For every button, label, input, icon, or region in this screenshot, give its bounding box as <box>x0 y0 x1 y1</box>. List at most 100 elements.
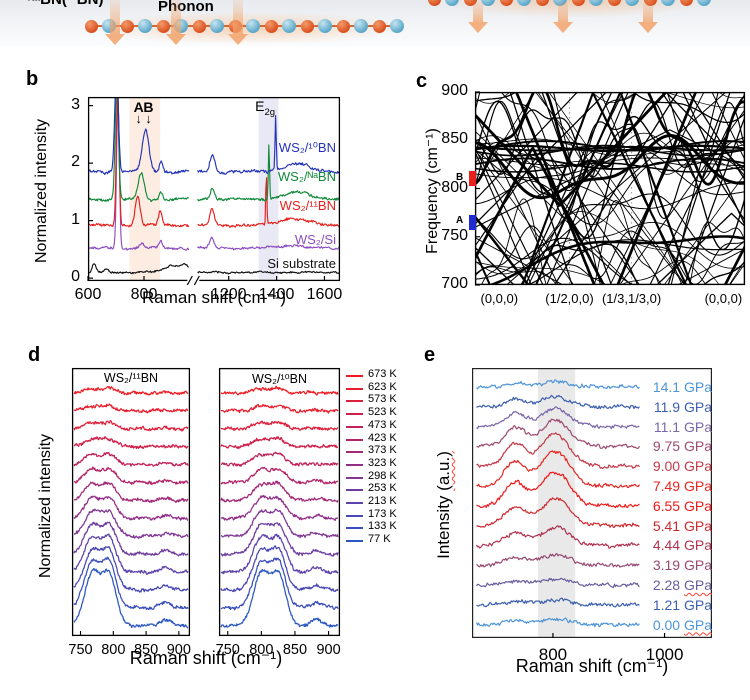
phonon-band <box>475 157 745 166</box>
nitrogen-atom <box>661 0 675 6</box>
temperature-curve <box>220 385 339 396</box>
pressure-curve <box>476 497 640 528</box>
pressure-label: 7.49 GPa <box>652 478 712 494</box>
phonon-band <box>475 92 579 201</box>
temperature-curve <box>220 545 339 593</box>
temperature-curve <box>220 508 339 539</box>
phonon-band <box>599 92 683 285</box>
phonon-band <box>475 93 745 285</box>
boron-atom <box>156 19 170 33</box>
legend-swatch <box>346 375 363 377</box>
y-tick-c: 700 <box>441 275 468 292</box>
phonon-band <box>475 173 745 210</box>
boron-atom <box>372 19 386 33</box>
temperature-curve <box>220 557 339 611</box>
legend-label: 298 K <box>368 469 397 482</box>
phonon-arrow <box>643 2 653 22</box>
x-tick-c: (0,0,0) <box>704 291 743 306</box>
nitrogen-atom <box>390 19 404 33</box>
legend-swatch <box>346 425 363 428</box>
temperature-curve <box>73 546 189 593</box>
annotation-b-arrow: ↓ <box>145 111 152 126</box>
x-tick-d: 800 <box>249 642 274 658</box>
plot-b <box>87 96 341 286</box>
phonon-band <box>475 140 745 152</box>
x-tick-b: 1200 <box>210 286 247 303</box>
phonon-band <box>475 146 641 285</box>
y-tick-c: 800 <box>441 178 468 196</box>
phonon-band <box>475 149 745 285</box>
pressure-label: 5.41 GPa <box>652 517 712 534</box>
x-tick-b: 1600 <box>306 286 343 303</box>
pressure-value: 2.28 <box>652 577 684 593</box>
boron-atom <box>336 19 350 33</box>
pressure-curve <box>476 577 640 589</box>
pressure-curve <box>475 617 640 628</box>
phonon-band <box>475 212 745 285</box>
series-label-b: Si substrate <box>267 256 336 272</box>
pressure-curve <box>476 406 640 430</box>
legend-label: 213 K <box>368 495 397 507</box>
boron-atom <box>84 19 98 33</box>
legend-swatch <box>346 400 363 403</box>
pressure-unit: GPa <box>683 616 712 633</box>
legend-swatch <box>346 527 363 530</box>
plot-d-10bn <box>218 367 341 637</box>
series-label-b: WS₂/¹¹BN <box>279 197 336 213</box>
y-tick-b: 1 <box>71 210 80 228</box>
phonon-arrow-head <box>228 34 248 45</box>
legend-label: 173 K <box>368 507 397 520</box>
plot-e <box>472 368 713 638</box>
panel-letter-d: d <box>28 344 41 366</box>
axis-label-y-b: Normalized intensity <box>33 118 50 264</box>
phonon-band <box>475 148 745 205</box>
phonon-band <box>662 92 745 109</box>
pressure-curve <box>476 394 640 410</box>
nitrogen-atom <box>354 19 368 33</box>
boron-atom <box>264 19 278 33</box>
spectrum-curve <box>197 144 340 202</box>
phonon-arrow-head <box>105 34 125 45</box>
mode-marker-A <box>469 214 476 230</box>
temperature-curve <box>220 436 338 450</box>
shaded-band <box>258 97 279 281</box>
pressure-curve <box>476 471 640 509</box>
y-tick-b: 2 <box>71 153 80 171</box>
plot-frame <box>71 367 191 637</box>
pressure-label: 11.9 GPa <box>653 398 712 415</box>
phonon-band <box>535 92 686 285</box>
plot-d-11bn <box>71 367 191 637</box>
temperature-curve <box>73 556 189 611</box>
shaded-band <box>537 369 576 637</box>
nitrogen-atom <box>589 0 603 6</box>
nitrogen-atom <box>697 0 711 6</box>
pressure-curve <box>476 553 640 568</box>
legend-label: 253 K <box>368 482 397 495</box>
phonon-band <box>475 92 629 285</box>
boron-atom <box>571 0 585 6</box>
mode-marker-label-A: A <box>456 215 464 227</box>
phonon-band <box>475 215 531 285</box>
nitrogen-atom <box>445 0 459 6</box>
y-tick-c: 900 <box>441 82 468 99</box>
legend-label: 133 K <box>368 520 397 533</box>
boron-atom <box>192 19 206 33</box>
phonon-band <box>475 134 745 200</box>
pressure-label: 9.00 GPa <box>652 458 712 475</box>
boron-atom <box>679 0 693 6</box>
phonon-band <box>475 130 632 285</box>
mode-marker-label-B: B <box>456 171 464 183</box>
plot-frame <box>218 367 341 637</box>
temperature-curve <box>73 495 189 521</box>
spectrum-curve <box>88 97 190 228</box>
boron-atom <box>300 19 314 33</box>
nitrogen-atom <box>625 0 639 6</box>
legend-label: 673 K <box>368 368 397 380</box>
series-label-b: WS₂/Si <box>294 232 336 248</box>
spectrum-curve <box>88 97 190 203</box>
phonon-band <box>475 92 745 225</box>
pressure-curve <box>476 450 640 489</box>
pressure-curve <box>476 432 640 470</box>
legend-label: 77 K <box>368 533 391 546</box>
temperature-curve <box>73 533 189 575</box>
